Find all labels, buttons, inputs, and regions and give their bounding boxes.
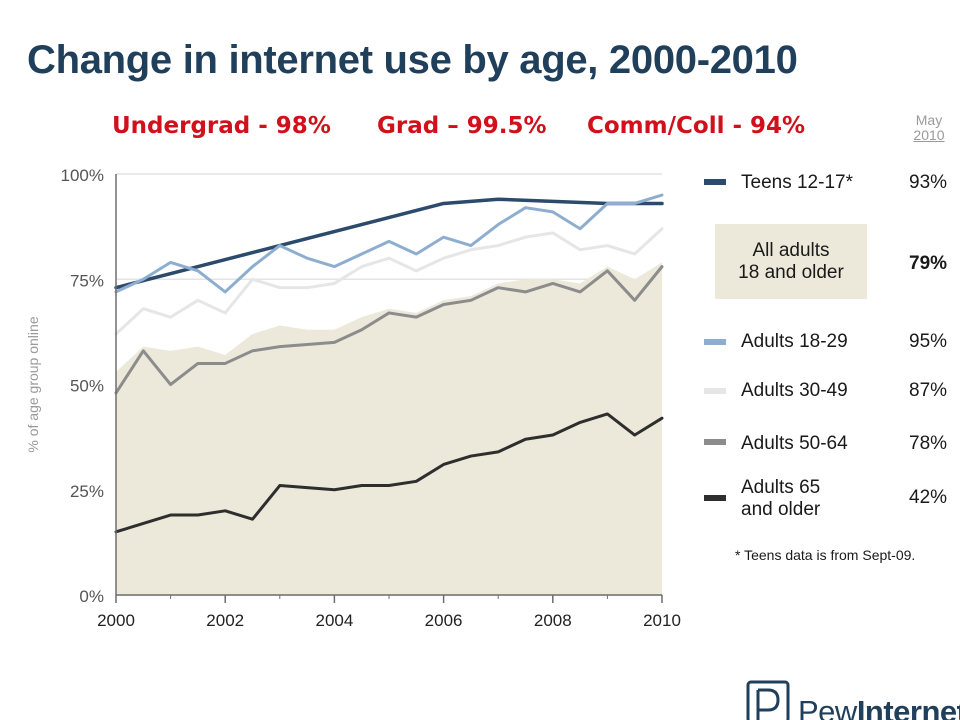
- x-tick-label: 2000: [97, 611, 135, 630]
- undergrad-stat: Undergrad - 98%: [112, 113, 331, 139]
- page-title: Change in internet use by age, 2000-2010: [27, 38, 798, 82]
- x-tick-label: 2004: [315, 611, 353, 630]
- x-tick-label: 2006: [425, 611, 463, 630]
- x-tick-label: 2008: [534, 611, 572, 630]
- column-header-year: 2010: [913, 127, 945, 143]
- legend-swatch-teens: [704, 179, 726, 185]
- series-line-teens: [114, 197, 664, 290]
- legend-label-65: Adults 65 and older: [741, 477, 821, 520]
- legend-label-teens: Teens 12-17*: [741, 172, 853, 193]
- y-axis-title: % of age group online: [25, 316, 41, 452]
- y-tick-label: 75%: [70, 271, 104, 290]
- x-tick-label: 2010: [643, 611, 681, 630]
- footnote: * Teens data is from Sept-09.: [735, 547, 916, 563]
- legend-label-30-49: Adults 30-49: [741, 380, 848, 401]
- all-adults-area: [116, 262, 662, 595]
- legend-swatch-18-29: [704, 339, 726, 345]
- series-line-a65: [114, 412, 664, 534]
- y-tick-label: 100%: [61, 166, 104, 185]
- legend-value-teens: 93%: [909, 172, 948, 193]
- series-line-a18_29: [114, 193, 664, 294]
- legend-value-50-64: 78%: [909, 433, 948, 454]
- line-chart: 0% 25% 50% 75% 100% 2000 2002 2004 2006 2008 2010%…: [25, 166, 681, 630]
- logo-word-pew: Pew: [798, 694, 857, 720]
- legend-swatch-50-64: [704, 439, 726, 445]
- legend-label-18-29: Adults 18-29: [741, 331, 848, 352]
- pew-internet-logo: PewInternet: [746, 676, 960, 720]
- series-lines: [114, 193, 664, 534]
- y-tick-label: 50%: [70, 377, 104, 396]
- y-tick-label: 0%: [79, 587, 104, 606]
- grad-stat: Grad – 99.5%: [377, 113, 547, 139]
- legend-value-all-adults: 79%: [909, 253, 948, 274]
- column-header-month: May: [915, 112, 943, 128]
- axes: 0% 25% 50% 75% 100% 2000 2002 2004 2006 2008 2010%…: [25, 166, 681, 630]
- column-header: May 2010: [905, 113, 953, 143]
- pew-logo-icon: [746, 680, 790, 720]
- y-tick-label: 25%: [70, 482, 104, 501]
- logo-word-internet: Internet: [856, 694, 960, 720]
- legend-label-50-64: Adults 50-64: [741, 433, 848, 454]
- legend-value-65: 42%: [909, 487, 948, 508]
- commcoll-stat: Comm/Coll - 94%: [587, 113, 806, 139]
- area-all-adults: [116, 262, 662, 595]
- legend-swatch-30-49: [704, 388, 726, 394]
- series-line-a50_64: [114, 265, 664, 395]
- series-line-a30_49: [114, 227, 664, 336]
- logo-wordmark: PewInternet: [798, 694, 960, 720]
- legend-value-30-49: 87%: [909, 380, 948, 401]
- x-tick-label: 2002: [206, 611, 244, 630]
- legend-swatch-65: [704, 495, 726, 501]
- legend-value-18-29: 95%: [909, 331, 948, 352]
- legend-all-adults-box: All adults 18 and older: [715, 224, 867, 299]
